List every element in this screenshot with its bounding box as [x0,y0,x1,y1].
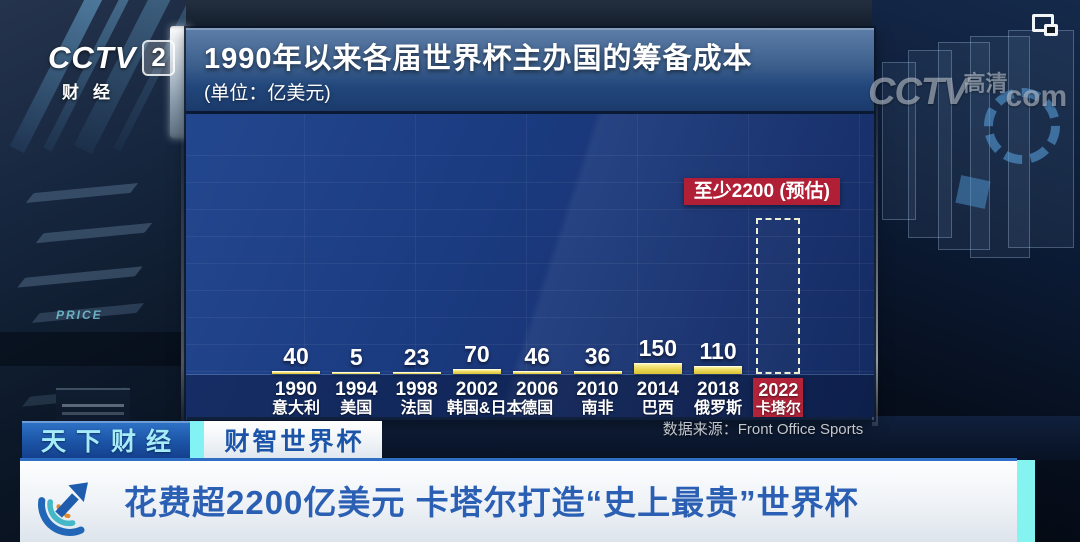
x-axis-label: 2010 南非 [568,379,628,418]
year-label: 1994 [335,379,378,400]
bar-column: 110 2018 俄罗斯 [688,114,748,417]
year-label: 2006 [516,379,559,400]
studio-top-band [186,0,872,30]
headline-banner: 花费超2200亿美元 卡塔尔打造“史上最贵”世界杯 [20,458,1017,542]
tab-tianxia-caijing[interactable]: 天下财经 [22,421,190,459]
cctv-com-watermark: CCTV 高清 com [868,66,1068,114]
bar-value-label: 5 [349,344,363,371]
studio-shelf [25,183,139,203]
x-axis-label: 1994 美国 [326,379,386,418]
panel-right-edge [872,96,878,426]
bar-value-label: 40 [283,343,309,370]
channel-name-text: 财经 [62,83,124,102]
x-axis-label: 1998 法国 [387,379,447,418]
cctv-channel-logo: CCTV 2 财经 [48,40,175,103]
watermark-com-text: com [1005,80,1068,113]
country-label: 韩国&日本 [446,400,523,417]
pip-inner-rect [1044,24,1058,36]
panel-left-edge [181,116,187,422]
bar-column: 70 2002 韩国&日本 [446,114,523,418]
estimated-value-callout: 至少2200 (预估) [683,178,840,205]
studio-glass-panel [882,62,916,220]
pip-outer-rect [1032,14,1054,32]
studio-shelf [35,222,153,244]
bar-column: 2022 卡塔尔 [748,114,808,417]
country-label: 卡塔尔 [755,400,801,417]
x-axis-label: 1990 意大利 [266,379,326,418]
watermark-hd-text: 高清 [963,71,1008,96]
country-label: 南非 [581,400,614,417]
x-axis-line [186,374,874,375]
x-axis-label: 2006 德国 [507,379,567,418]
plot-sheen [186,114,874,417]
studio-price-text: PRICE [56,308,103,322]
bar-column: 23 1998 法国 [387,114,447,417]
cctv-logo-text: CCTV [48,40,137,75]
country-label: 巴西 [641,400,674,417]
year-label: 2022 [758,380,799,400]
bar-value-label: 150 [638,335,677,362]
bar-value-label: 110 [699,338,737,365]
studio-shelf [17,266,143,288]
studio-shadow-band [0,332,190,366]
bar [392,372,441,374]
chart-title: 1990年以来各届世界杯主办国的筹备成本 [204,43,753,75]
chart-title-bar: 1990年以来各届世界杯主办国的筹备成本 (单位：亿美元) [186,28,874,114]
country-label: 法国 [400,400,433,417]
watermark-cctv-text: CCTV [868,71,968,113]
year-label: 1990 [274,379,318,400]
picture-in-picture-icon[interactable] [1032,14,1062,42]
bar [332,372,381,374]
bar-value-label: 36 [584,343,611,370]
headline-cyan-cap [1017,460,1035,542]
studio-square-graphic [955,175,991,209]
bar-column: 36 2010 南非 [568,114,628,417]
studio-ring-graphic [984,88,1060,164]
ticker-tabs: 天下财经 财智世界杯 [22,421,382,459]
year-label: 2002 [455,379,499,400]
headline-text: 花费超2200亿美元 卡塔尔打造“史上最贵”世界杯 [124,483,859,521]
plot-gridlines [186,114,874,374]
bar-value-label: 46 [524,342,550,369]
country-label: 意大利 [271,400,320,417]
tab-separator [190,421,204,459]
bar-column: 40 1990 意大利 [266,114,326,417]
chart-panel: 1990年以来各届世界杯主办国的筹备成本 (单位：亿美元) 40 1990 意大利 5… [186,28,874,420]
studio-glass-panel [908,50,952,238]
bar [272,371,320,374]
country-label: 美国 [340,400,373,417]
bar-column: 46 2006 德国 [507,114,567,417]
country-label: 德国 [521,400,554,417]
tab-secondary-label: 财智世界杯 [224,428,365,456]
x-axis-label: 2018 俄罗斯 [688,379,748,418]
tab-caizhi-shijiebei[interactable]: 财智世界杯 [204,421,382,459]
year-label: 1998 [395,379,438,400]
bar [633,363,682,374]
bar [513,370,562,374]
data-source-label: 数据来源：Front Office Sports [662,421,864,438]
panel-glass-pillar [170,26,191,138]
year-label: 2010 [576,379,619,400]
bar [573,371,622,374]
x-axis-label: 2022 卡塔尔 [753,378,804,417]
x-axis-label: 2014 巴西 [628,379,688,418]
bar-column: 5 1994 美国 [326,114,386,417]
bar-value-label: 70 [464,341,490,368]
bar-column: 150 2014 巴西 [628,114,688,417]
year-label: 2014 [636,379,679,400]
channel-number-badge: 2 [142,40,175,76]
tab-primary-label: 天下财经 [40,428,181,456]
bar [694,366,743,374]
year-label: 2018 [696,379,740,400]
chart-plot-area: 40 1990 意大利 5 1994 美国 23 1998 法国 70 2002 韩国&日本 46 200… [186,114,874,417]
estimated-bar [756,218,801,374]
bar-value-label: 23 [403,344,430,371]
x-axis-label: 2002 韩国&日本 [446,379,523,418]
country-label: 俄罗斯 [694,400,743,417]
arrow-circle-logo-icon [38,482,88,536]
bar [452,369,501,374]
bar-columns: 40 1990 意大利 5 1994 美国 23 1998 法国 70 2002 韩国&日本 46 200… [186,114,874,417]
chart-unit-label: (单位：亿美元) [204,83,331,104]
